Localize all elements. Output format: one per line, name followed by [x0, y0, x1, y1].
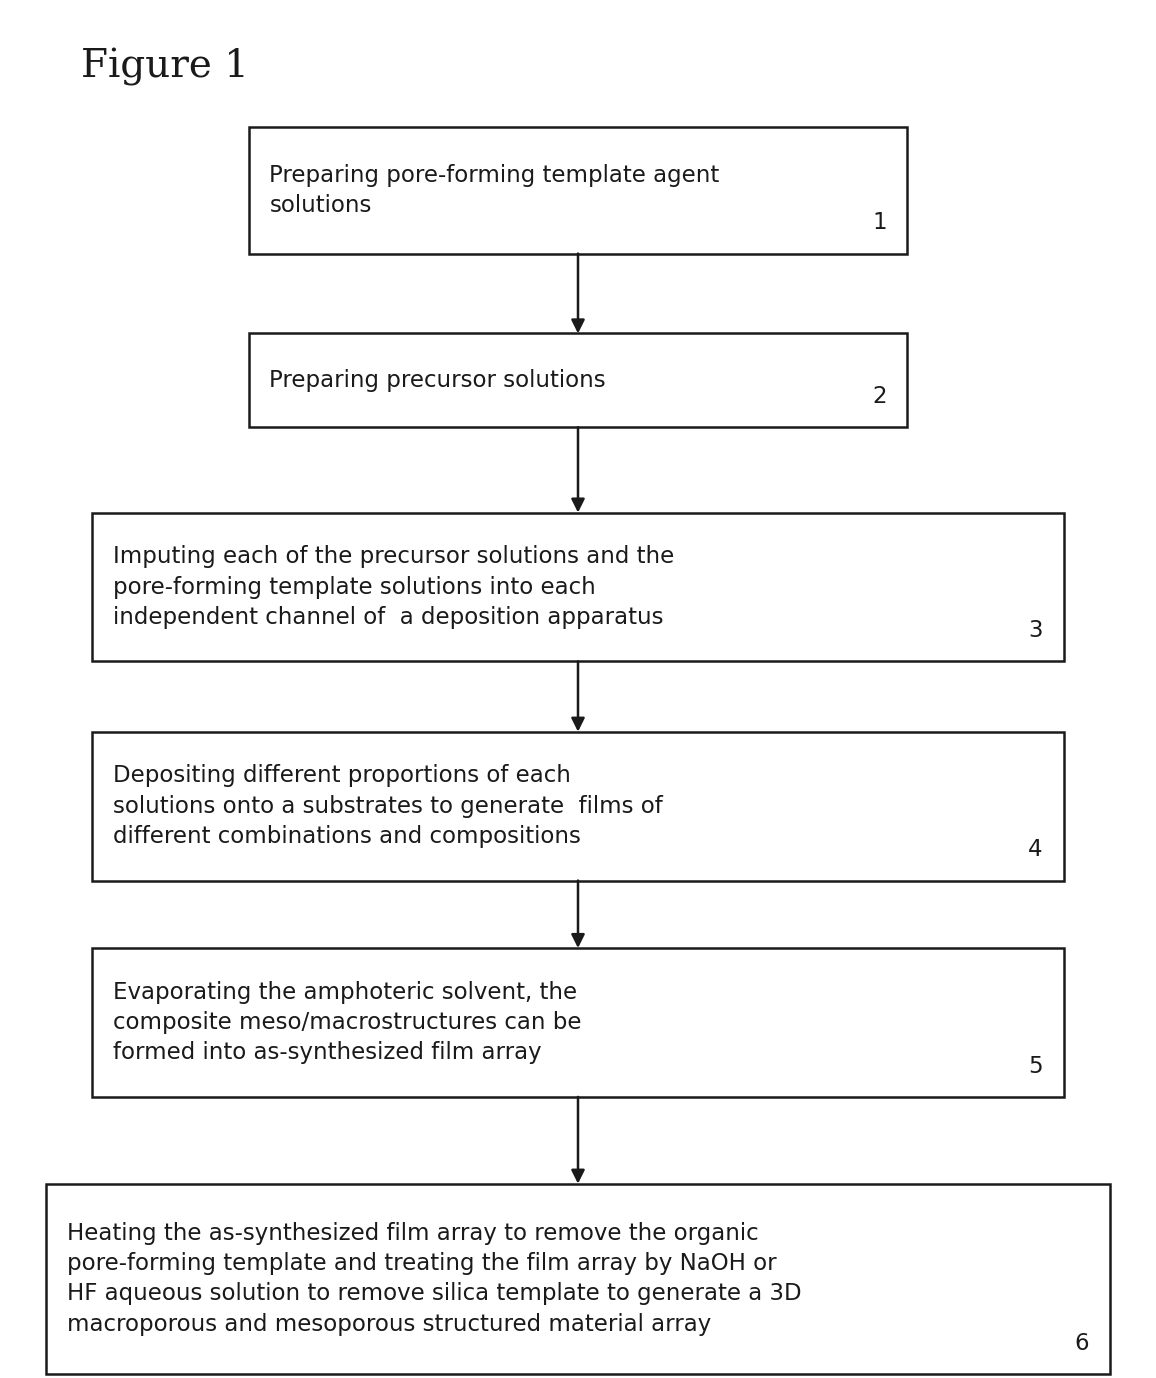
Text: Heating the as-synthesized film array to remove the organic
pore-forming templat: Heating the as-synthesized film array to… [67, 1222, 801, 1335]
Bar [249, 127, 907, 254]
Text: Evaporating the amphoteric solvent, the
composite meso/macrostructures can be
fo: Evaporating the amphoteric solvent, the … [113, 981, 581, 1064]
Bar [92, 732, 1064, 881]
Text: 5: 5 [1028, 1054, 1043, 1078]
Text: 6: 6 [1074, 1331, 1089, 1355]
Text: 2: 2 [872, 384, 887, 408]
Bar [92, 948, 1064, 1097]
Text: 3: 3 [1028, 619, 1043, 642]
Text: Depositing different proportions of each
solutions onto a substrates to generate: Depositing different proportions of each… [113, 765, 664, 847]
Text: Figure 1: Figure 1 [81, 48, 249, 87]
Text: Preparing pore-forming template agent
solutions: Preparing pore-forming template agent so… [269, 164, 719, 216]
Text: Imputing each of the precursor solutions and the
pore-forming template solutions: Imputing each of the precursor solutions… [113, 546, 675, 628]
Bar [46, 1184, 1110, 1374]
Bar [92, 513, 1064, 661]
Text: 4: 4 [1028, 838, 1043, 861]
Text: Preparing precursor solutions: Preparing precursor solutions [269, 369, 606, 391]
Bar [249, 333, 907, 427]
Text: 1: 1 [872, 211, 887, 234]
